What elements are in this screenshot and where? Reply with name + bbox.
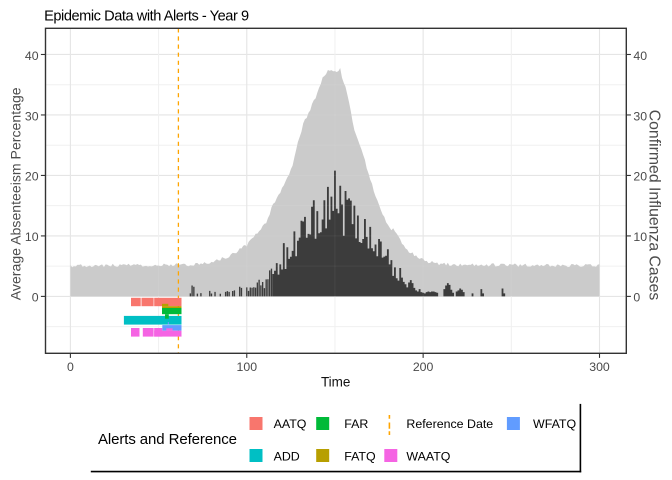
svg-text:Epidemic Data with Alerts - Ye: Epidemic Data with Alerts - Year 9 (44, 9, 249, 25)
svg-text:FATQ: FATQ (344, 449, 376, 463)
svg-text:Average Absenteeism Percentage: Average Absenteeism Percentage (8, 87, 24, 300)
svg-text:0: 0 (633, 291, 640, 305)
svg-text:30: 30 (25, 109, 39, 123)
svg-text:AATQ: AATQ (274, 417, 307, 431)
svg-text:40: 40 (25, 49, 39, 63)
svg-text:0: 0 (32, 291, 39, 305)
svg-text:20: 20 (633, 170, 647, 184)
svg-text:200: 200 (413, 360, 434, 374)
svg-text:Time: Time (321, 374, 351, 389)
svg-text:10: 10 (25, 230, 39, 244)
svg-text:WFATQ: WFATQ (533, 417, 576, 431)
svg-text:0: 0 (67, 360, 74, 374)
svg-text:FAR: FAR (344, 417, 368, 431)
svg-text:40: 40 (633, 49, 647, 63)
svg-text:Reference Date: Reference Date (406, 417, 493, 431)
svg-text:30: 30 (633, 109, 647, 123)
svg-text:100: 100 (237, 360, 258, 374)
svg-text:WAATQ: WAATQ (406, 449, 450, 463)
svg-text:Alerts and Reference: Alerts and Reference (98, 431, 237, 448)
svg-text:300: 300 (589, 360, 610, 374)
svg-text:Confirmed Influenza Cases: Confirmed Influenza Cases (646, 110, 663, 301)
svg-text:10: 10 (633, 230, 647, 244)
svg-text:ADD: ADD (274, 449, 300, 463)
svg-text:20: 20 (25, 170, 39, 184)
